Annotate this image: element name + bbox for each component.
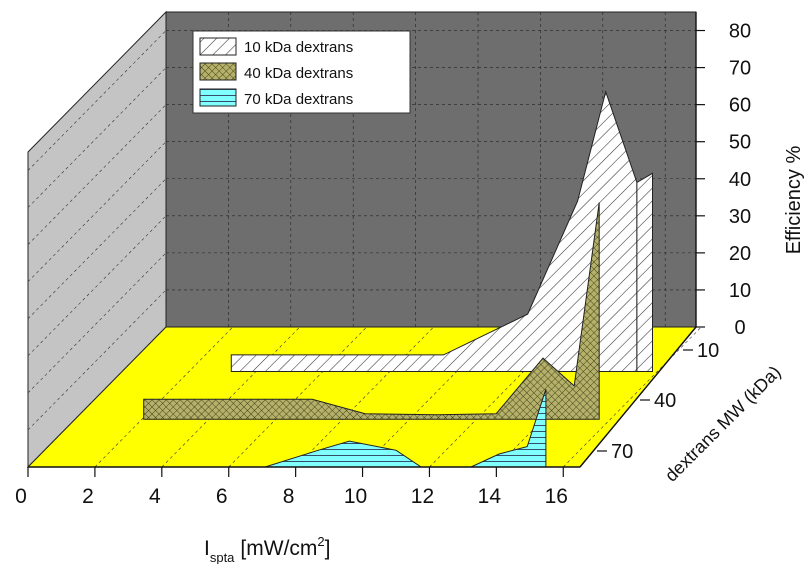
legend-swatch-40kda (199, 62, 237, 81)
series-ribbon-40kda (143, 202, 600, 420)
floor-grid-2 (161, 326, 301, 468)
legend-label-70kda: 70 kDa dextrans (244, 91, 353, 108)
left-grid-h-8 (27, 30, 167, 171)
x-tick-label-4: 8 (283, 485, 295, 508)
y-tick-label-7: 70 (729, 58, 751, 80)
x-tick-label-1: 2 (82, 485, 94, 508)
x-axis-title: Ispta [mW/cm2] (204, 534, 330, 564)
legend-label-10kda: 10 kDa dextrans (244, 39, 353, 56)
x-axis-title-close: ] (325, 537, 331, 560)
x-tick-label-0: 0 (15, 485, 27, 508)
y-tick-label-8: 80 (729, 21, 751, 43)
z-axis-title: dextrans MW (kDa) (661, 362, 785, 486)
floor-grid-8 (563, 326, 702, 468)
y-tick-label-1: 10 (729, 280, 751, 302)
floor-grid-3 (228, 326, 367, 468)
x-tick-label-6: 12 (411, 485, 434, 508)
y-tick-label-6: 60 (729, 95, 751, 117)
floor-grid-0 (27, 326, 167, 468)
series-ribbon-10kda-tail (636, 172, 653, 372)
z-tick-label-2: 70 (611, 441, 633, 463)
left-grid-h-3 (27, 215, 167, 357)
x-tick-label-2: 4 (149, 485, 161, 508)
legend-label-40kda: 40 kDa dextrans (244, 65, 353, 82)
floor-grid-1 (94, 326, 234, 468)
y-tick-label-0: 0 (734, 317, 745, 339)
x-tick-label-5: 10 (344, 485, 367, 508)
x-tick-label-8: 16 (545, 485, 568, 508)
left-grid-h-5 (27, 141, 167, 282)
left-grid-h-7 (27, 67, 167, 208)
floor-grid-4 (295, 326, 434, 468)
y-tick-label-4: 40 (729, 169, 751, 191)
z-axis-line (579, 326, 697, 468)
y-axis-title: Efficiency % (783, 146, 805, 255)
left-grid-h-2 (27, 252, 167, 394)
x-axis-title-sup: 2 (317, 534, 324, 549)
legend-swatch-10kda (199, 37, 237, 56)
left-grid-h-1 (27, 289, 167, 431)
x-axis-title-sub: spta (210, 550, 235, 564)
x-tick-label-7: 14 (478, 485, 502, 508)
y-tick-label-2: 20 (729, 243, 751, 265)
legend-swatch-70kda (199, 88, 237, 107)
y-tick-label-3: 30 (729, 206, 751, 228)
x-tick-label-3: 6 (216, 485, 228, 508)
y-tick-label-5: 50 (729, 132, 751, 154)
x-axis-title-unit: [mW/cm (240, 537, 317, 560)
left-grid-h-6 (27, 104, 167, 245)
left-grid-h-4 (27, 178, 167, 319)
legend: 10 kDa dextrans 40 kDa dextrans 70 kDa d… (192, 30, 411, 114)
x-axis-title-main: I (204, 537, 210, 560)
z-tick-label-1: 40 (654, 390, 676, 412)
axes-layer: 0 2 4 6 8 10 12 14 16 0 10 20 30 40 50 60 70 80 10 40 70 (15, 12, 751, 508)
z-tick-label-0: 10 (697, 340, 719, 362)
